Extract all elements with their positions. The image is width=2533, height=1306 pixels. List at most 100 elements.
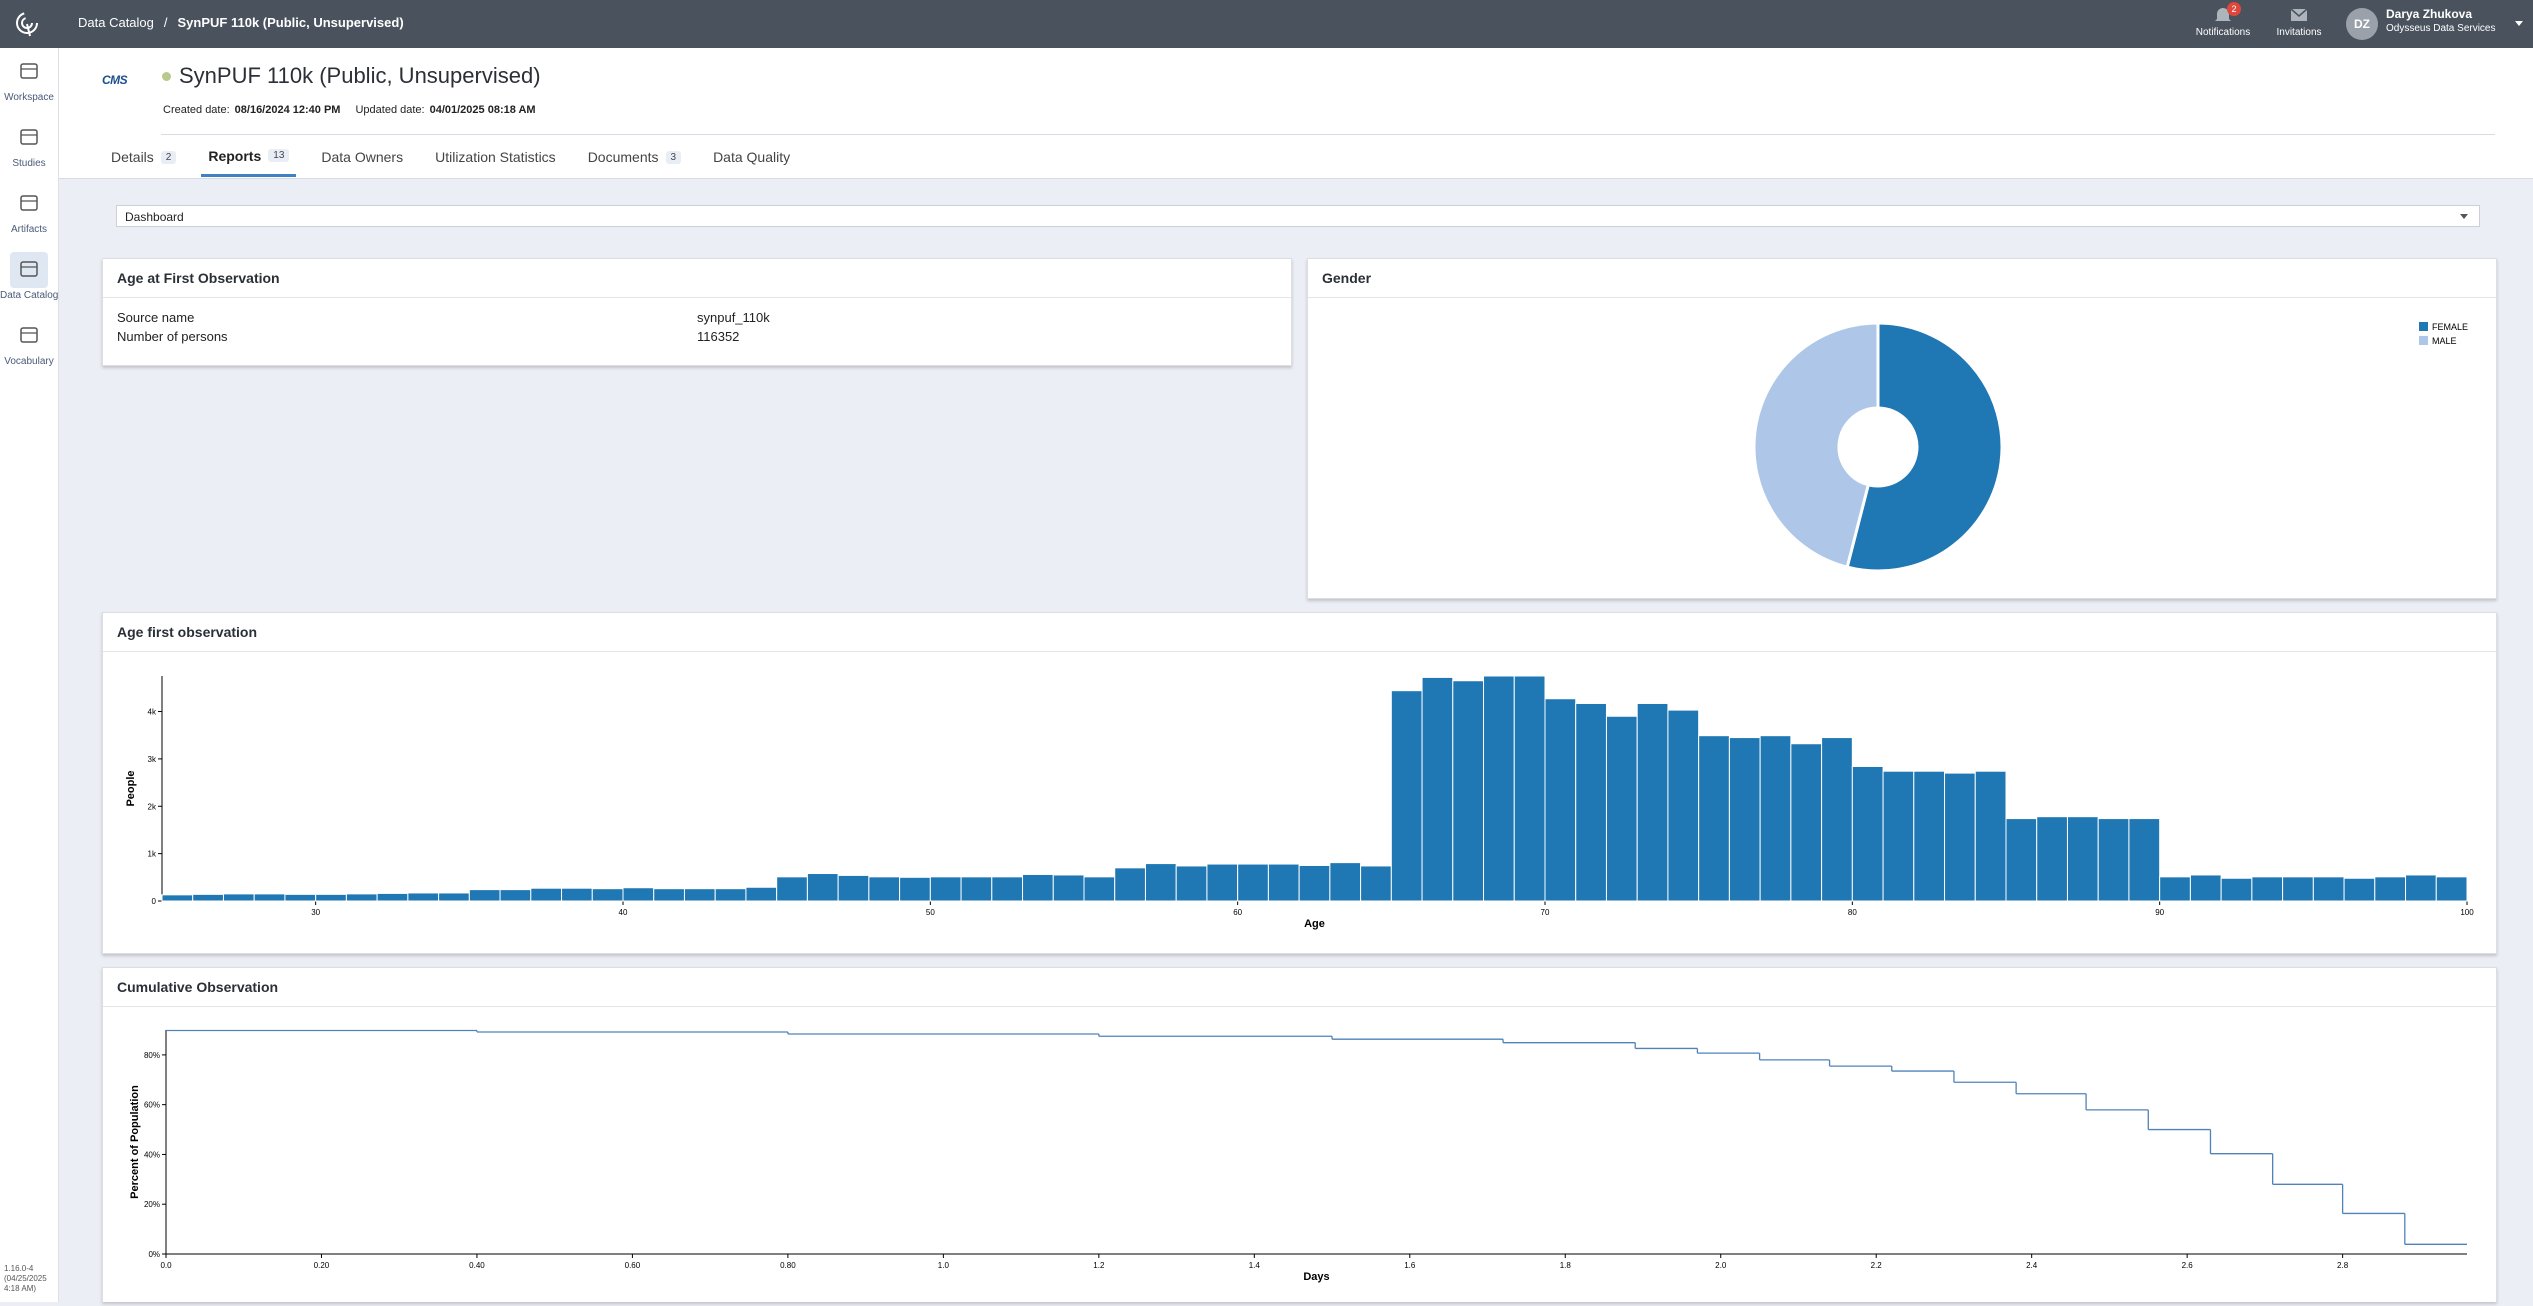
x-tick-label: 2.0	[1715, 1261, 1727, 1270]
histogram-bar	[806, 873, 839, 902]
histogram-bar	[1329, 862, 1362, 902]
user-menu-caret[interactable]	[2514, 20, 2524, 28]
histogram-bar	[1913, 770, 1946, 902]
report-select[interactable]: Dashboard	[116, 205, 2480, 227]
tab[interactable]: Reports 13	[201, 137, 297, 177]
histogram-bar	[2343, 877, 2376, 902]
y-axis-label: People	[125, 770, 137, 806]
tab-count: 13	[268, 149, 290, 162]
x-tick-label: 1.4	[1249, 1261, 1261, 1270]
summary-value: synpuf_110k	[697, 310, 770, 325]
icon-shape	[20, 63, 38, 79]
histogram-bar	[776, 876, 808, 902]
report-select-value: Dashboard	[125, 210, 184, 224]
card-title: Age first observation	[103, 613, 2496, 652]
histogram-bar	[1175, 865, 1208, 902]
histogram-bar	[1114, 867, 1146, 902]
tab-label: Reports	[208, 147, 262, 164]
y-tick-label: 0	[152, 897, 157, 906]
histogram-bar	[1974, 770, 2007, 902]
card-title: Age at First Observation	[103, 259, 1291, 298]
histogram-bar	[2189, 874, 2222, 902]
x-tick-label: 40	[619, 908, 628, 917]
pie-slice	[1845, 321, 2004, 573]
dates: Created date: 08/16/2024 12:40 PM Update…	[163, 104, 536, 116]
histogram-bar	[622, 887, 655, 902]
histogram-bar	[1513, 675, 1546, 902]
histogram-bar	[991, 876, 1024, 902]
histogram-bar	[1605, 715, 1638, 902]
histogram-bar	[499, 889, 532, 902]
sidebar-label: Vocabulary	[4, 356, 54, 367]
select-wrap: Dashboard	[102, 193, 2495, 229]
histogram-bar	[1390, 690, 1423, 902]
user-name[interactable]: Darya Zhukova	[2386, 7, 2473, 21]
histogram-bar	[1206, 863, 1239, 902]
histogram-bar	[1421, 676, 1454, 902]
sidebar-label: Studies	[12, 158, 46, 169]
x-tick-label: 90	[2155, 908, 2164, 917]
dataset-logo: CMS	[102, 73, 128, 87]
sidebar-item[interactable]: Vocabulary	[0, 318, 58, 378]
tab-count: 2	[160, 150, 177, 164]
sidebar-icon	[20, 129, 38, 145]
sidebar-item[interactable]: Workspace	[0, 54, 58, 114]
tab[interactable]: Data Quality	[713, 137, 790, 177]
x-tick-label: 2.8	[2337, 1261, 2349, 1270]
icon-shape	[20, 195, 38, 211]
histogram-bar	[438, 892, 470, 902]
created-date: 08/16/2024 12:40 PM	[234, 104, 341, 116]
sidebar-item[interactable]: Artifacts	[0, 186, 58, 246]
tab-label: Data Quality	[713, 149, 791, 165]
legend-label: MALE	[2432, 336, 2457, 346]
legend-swatch	[2419, 336, 2428, 345]
y-tick-label: 3k	[148, 755, 157, 764]
invitations-button[interactable]: Invitations	[2268, 4, 2330, 44]
histogram-bar	[192, 893, 224, 902]
notifications-button[interactable]: Notifications 2	[2190, 2, 2256, 44]
histogram-bar	[1052, 874, 1085, 902]
histogram-bar	[1544, 698, 1577, 902]
histogram-bar	[2405, 874, 2437, 902]
pie-chart: FEMALE MALE	[1752, 321, 2468, 573]
tab[interactable]: Utilization Statistics	[435, 137, 556, 177]
x-axis-label: Days	[1303, 1271, 1329, 1283]
user-org: Odysseus Data Services	[2386, 23, 2496, 34]
sidebar-item[interactable]: Data Catalog	[0, 252, 58, 312]
tab[interactable]: Details 2	[111, 137, 177, 177]
y-tick-label: 80%	[144, 1051, 160, 1060]
line-chart: 0% 20% 40% 60% 80% 0.0 0.20 0.40 0.60 0.80 1.0 1.2 1…	[129, 1029, 2467, 1283]
histogram-bar	[468, 889, 501, 902]
breadcrumb-separator: /	[163, 15, 168, 30]
y-axis-label: Percent of Population	[129, 1085, 141, 1199]
notifications-label: Notifications	[2195, 27, 2251, 38]
sidebar-icon	[20, 63, 38, 79]
histogram-chart: 0 1k 2k 3k 4k 30 40 50 60 70 80 90 100 Age People	[125, 675, 2474, 930]
histogram-bar	[284, 893, 317, 902]
updated-label: Updated date:	[355, 104, 425, 116]
tab[interactable]: Documents 3	[588, 137, 682, 177]
updated-date: 04/01/2025 08:18 AM	[429, 104, 536, 116]
histogram-bar	[315, 893, 347, 902]
tabs: Details 2 Reports 13 Data Owners Utilization …	[111, 137, 822, 177]
histogram-bar	[2005, 818, 2038, 902]
tab[interactable]: Data Owners	[321, 137, 403, 177]
sidebar-item[interactable]: Studies	[0, 120, 58, 180]
histogram-bar	[653, 888, 685, 902]
app-logo[interactable]	[14, 10, 40, 38]
mail-icon	[2290, 8, 2308, 21]
sidebar-label: Workspace	[4, 92, 54, 103]
histogram-bar	[899, 876, 931, 902]
tab-label: Data Owners	[321, 149, 404, 165]
histogram-bar	[407, 892, 440, 902]
x-tick-label: 1.6	[1404, 1261, 1416, 1270]
tab-count: 3	[665, 150, 682, 164]
card-title: Gender	[1308, 259, 2496, 298]
avatar[interactable]: DZ	[2346, 8, 2378, 40]
breadcrumb-link[interactable]: Data Catalog	[78, 15, 154, 30]
histogram-bar	[1022, 873, 1054, 902]
y-tick-label: 2k	[148, 802, 157, 811]
histogram-bar	[1821, 737, 1853, 902]
divider	[161, 134, 2495, 135]
histogram-bar	[1698, 735, 1730, 902]
